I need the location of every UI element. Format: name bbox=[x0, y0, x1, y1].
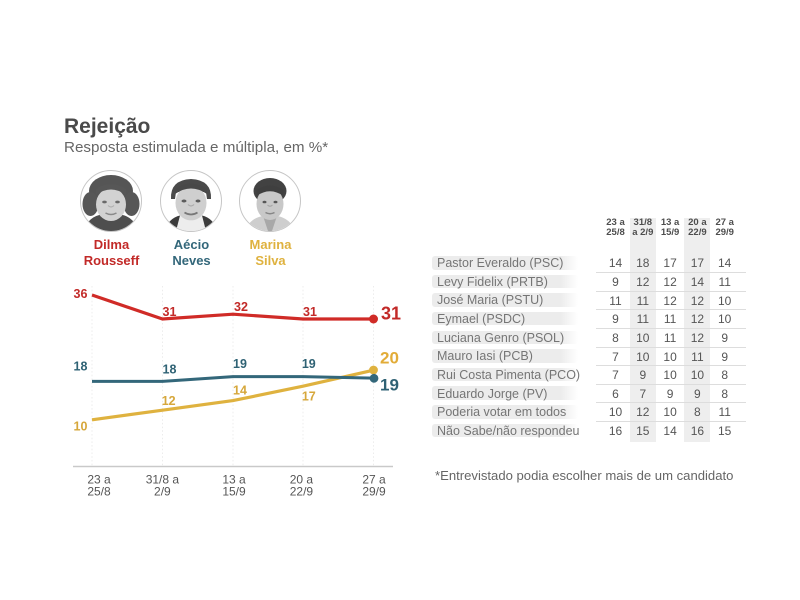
svg-text:31: 31 bbox=[163, 305, 177, 319]
svg-text:13 a: 13 a bbox=[222, 473, 246, 487]
svg-text:18: 18 bbox=[74, 360, 88, 374]
svg-text:2/9: 2/9 bbox=[154, 485, 171, 499]
svg-text:20: 20 bbox=[380, 349, 399, 368]
svg-text:20 a: 20 a bbox=[290, 473, 314, 487]
svg-text:32: 32 bbox=[234, 300, 248, 314]
svg-text:29/9: 29/9 bbox=[362, 485, 386, 499]
svg-text:19: 19 bbox=[233, 357, 247, 371]
svg-text:27 a: 27 a bbox=[362, 473, 386, 487]
svg-text:25/8: 25/8 bbox=[87, 485, 111, 499]
svg-text:31: 31 bbox=[381, 304, 401, 324]
svg-text:23 a: 23 a bbox=[87, 473, 111, 487]
svg-text:31/8 a: 31/8 a bbox=[146, 473, 180, 487]
svg-text:19: 19 bbox=[302, 357, 316, 371]
svg-text:10: 10 bbox=[74, 420, 88, 434]
svg-text:17: 17 bbox=[302, 390, 316, 404]
svg-text:15/9: 15/9 bbox=[222, 485, 246, 499]
svg-text:22/9: 22/9 bbox=[290, 485, 314, 499]
svg-text:14: 14 bbox=[233, 384, 247, 398]
svg-text:36: 36 bbox=[74, 287, 88, 301]
svg-text:18: 18 bbox=[163, 363, 177, 377]
svg-text:31: 31 bbox=[303, 305, 317, 319]
svg-text:12: 12 bbox=[162, 394, 176, 408]
svg-text:19: 19 bbox=[380, 376, 399, 395]
